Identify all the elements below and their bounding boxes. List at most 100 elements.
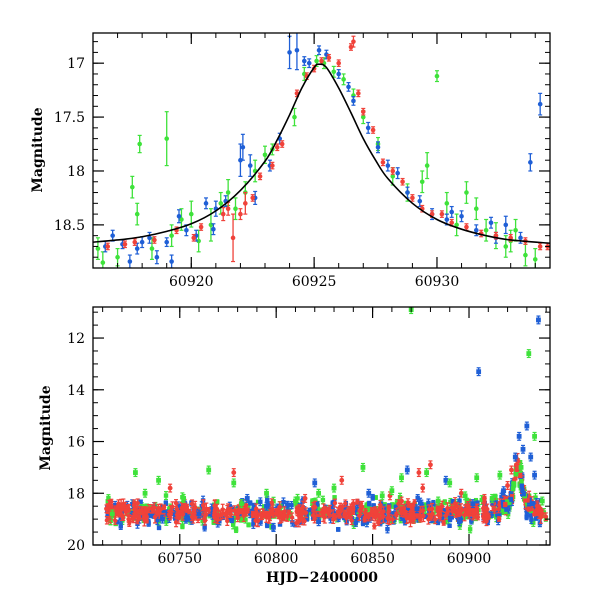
blue-data-point: [353, 520, 358, 526]
blue-data-point: [530, 501, 535, 506]
green-data-point: [464, 500, 470, 505]
blue-data-point: [371, 503, 376, 508]
red-data-point: [294, 520, 299, 526]
green-data-point: [164, 136, 170, 141]
top-panel-zoom-light-curve: 60920 60925 60930 17 17.5 18 18.5 Magnitude: [30, 32, 551, 290]
red-data-point: [285, 514, 290, 519]
green-data-point: [448, 499, 453, 505]
green-data-point: [180, 524, 185, 529]
green-data-point: [441, 513, 446, 518]
red-data-point: [432, 517, 438, 522]
green-data-point: [332, 495, 337, 500]
blue-data-point: [115, 519, 120, 525]
top-panel-x-tick-labels: 60920 60925 60930: [169, 274, 459, 290]
green-data-point: [391, 502, 397, 508]
red-data-point: [372, 523, 377, 529]
green-data-point: [130, 184, 135, 190]
red-data-point: [342, 511, 348, 516]
blue-data-point: [346, 84, 351, 90]
red-data-point: [438, 512, 443, 518]
red-data-point: [225, 518, 230, 524]
blue-data-point: [370, 495, 375, 500]
blue-data-point: [134, 246, 140, 251]
blue-data-point: [489, 511, 494, 517]
green-data-point: [188, 211, 194, 217]
red-data-point: [496, 516, 502, 522]
red-data-point: [142, 514, 147, 520]
blue-data-point: [503, 222, 509, 228]
green-data-point: [225, 190, 231, 195]
green-data-point: [218, 201, 224, 206]
blue-data-point: [399, 514, 405, 520]
red-data-point: [244, 502, 249, 508]
green-data-point: [164, 519, 169, 524]
top-panel-y-axis-label: Magnitude: [30, 107, 46, 192]
red-data-point: [387, 517, 392, 522]
green-data-point: [523, 252, 528, 258]
blue-data-point: [184, 227, 189, 233]
red-data-point: [220, 211, 226, 217]
green-data-point: [364, 505, 369, 510]
blue-data-point: [138, 499, 143, 504]
blue-data-point: [264, 522, 270, 528]
red-data-point: [300, 508, 306, 514]
green-data-point: [134, 211, 140, 217]
red-data-point: [152, 505, 157, 510]
blue-data-point: [146, 521, 151, 526]
red-data-point: [192, 506, 197, 511]
red-data-point: [400, 179, 405, 185]
green-data-point: [424, 163, 430, 168]
blue-data-point: [277, 522, 283, 527]
red-data-point: [170, 504, 175, 510]
green-data-point: [243, 517, 248, 522]
green-data-point: [513, 227, 518, 233]
red-data-point: [466, 510, 471, 515]
blue-data-point: [127, 259, 133, 264]
blue-data-point: [532, 506, 537, 511]
red-data-point: [238, 211, 243, 217]
blue-data-point: [426, 500, 431, 506]
blue-data-point: [494, 501, 499, 506]
green-data-point: [149, 246, 155, 251]
blue-data-point: [382, 506, 387, 511]
blue-data-point: [227, 517, 233, 522]
red-data-point: [270, 163, 275, 168]
blue-data-point: [391, 511, 396, 516]
green-data-point: [261, 504, 267, 510]
red-data-point: [409, 512, 414, 518]
red-data-point: [262, 511, 267, 516]
blue-data-point: [304, 516, 310, 521]
red-data-point: [120, 515, 126, 521]
blue-data-point: [450, 499, 456, 504]
blue-data-point: [129, 512, 135, 518]
green-data-point: [331, 69, 337, 75]
red-data-point: [204, 506, 209, 512]
blue-data-point: [156, 525, 162, 530]
blue-data-point: [248, 500, 253, 506]
red-data-point: [144, 518, 149, 524]
red-data-point: [312, 504, 318, 510]
green-data-point: [442, 500, 447, 505]
red-data-point: [223, 510, 229, 516]
blue-data-point: [365, 125, 371, 131]
red-data-point: [347, 508, 352, 513]
green-data-point: [467, 527, 473, 532]
blue-data-point: [529, 517, 534, 522]
red-data-point: [241, 513, 246, 518]
blue-data-point: [336, 527, 341, 532]
red-data-point: [257, 174, 263, 179]
green-data-point: [295, 496, 300, 501]
green-data-point: [137, 141, 142, 147]
red-data-point: [449, 220, 455, 226]
blue-data-point: [154, 254, 160, 260]
red-data-point: [120, 504, 125, 509]
blue-data-point: [395, 170, 400, 176]
green-data-point: [493, 493, 498, 499]
blue-data-point: [448, 512, 453, 517]
green-data-point: [292, 114, 297, 120]
blue-data-point: [194, 510, 199, 515]
green-data-point: [169, 233, 174, 238]
blue-data-point: [457, 498, 462, 503]
blue-data-point: [147, 235, 152, 241]
